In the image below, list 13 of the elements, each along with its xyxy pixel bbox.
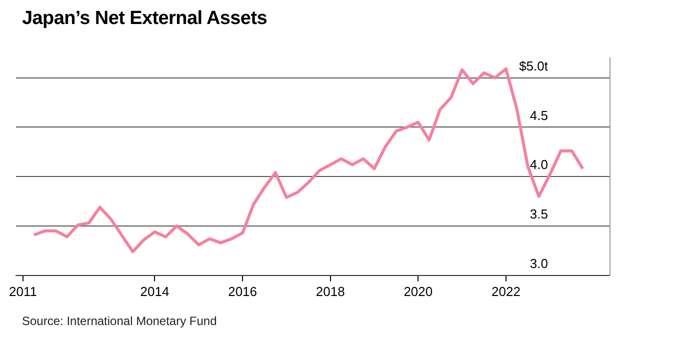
y-tick-label: 3.5 (530, 206, 548, 222)
source-note: Source: International Monetary Fund (22, 314, 217, 328)
y-tick-label: 4.5 (530, 108, 548, 123)
x-tick-label: 2016 (228, 284, 257, 299)
y-tick-label: 4.0 (530, 157, 548, 172)
x-tick-label: 2014 (140, 284, 170, 299)
chart-title: Japan’s Net External Assets (22, 8, 267, 30)
x-tick-label: 2011 (9, 284, 38, 299)
x-tick-label: 2018 (316, 284, 345, 299)
y-tick-label: $5.0t (519, 58, 548, 74)
x-tick-label: 2020 (404, 284, 433, 299)
x-tick-label: 2022 (491, 284, 520, 299)
y-tick-label: 3.0 (530, 256, 548, 271)
